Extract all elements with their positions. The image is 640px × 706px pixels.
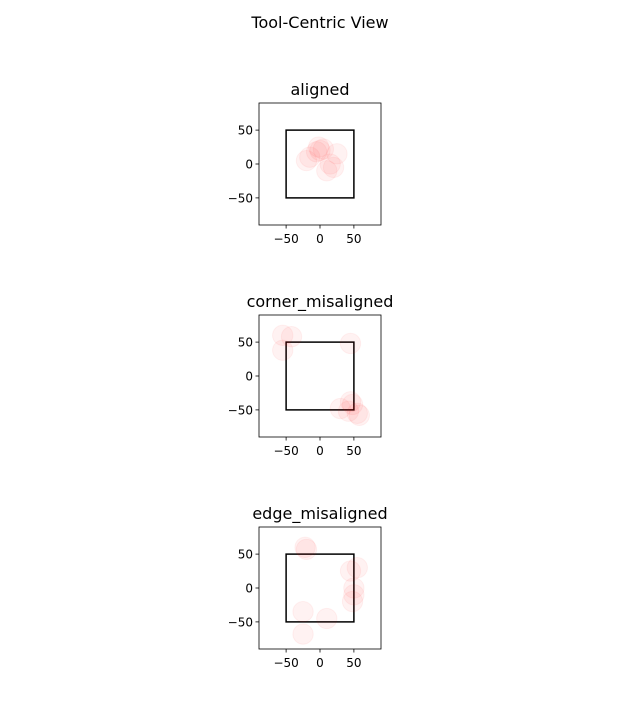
y-tick-label: 0 (245, 158, 253, 172)
y-tick-label: 0 (245, 370, 253, 384)
subplot-corner_misaligned: corner_misaligned −50 0 50 −50 0 50 (228, 292, 394, 458)
y-tick-label: −50 (228, 191, 253, 205)
y-tick-label: 0 (245, 582, 253, 596)
subplot-title: corner_misaligned (247, 292, 394, 312)
data-point-circle (316, 607, 338, 630)
data-point-circle (292, 623, 314, 645)
data-point-circle (341, 590, 364, 613)
data-point-circle (292, 601, 314, 623)
reference-square (285, 341, 355, 411)
data-point-circle (319, 153, 341, 175)
data-point-circle (337, 400, 360, 422)
subplots: aligned −50 0 50 −50 0 50 corner_misaligned −50 0… (228, 80, 394, 670)
data-point-circle (339, 332, 362, 355)
data-point-circle (339, 391, 362, 413)
subplot-title: aligned (291, 80, 350, 99)
y-tick-label: 50 (238, 124, 253, 138)
plot-area (272, 324, 370, 426)
data-point-circle (272, 324, 294, 347)
data-point-circle (316, 160, 338, 182)
x-tick-label: 50 (346, 232, 361, 246)
y-tick-label: −50 (228, 403, 253, 417)
data-point-circle (312, 138, 335, 160)
data-point-circle (294, 536, 316, 558)
x-tick-label: 0 (316, 444, 324, 458)
data-point-circle (322, 156, 345, 179)
plot-area (285, 129, 355, 199)
x-tick-label: −50 (273, 444, 298, 458)
x-tick-label: −50 (273, 232, 298, 246)
figure-suptitle: Tool-Centric View (250, 13, 388, 32)
data-point-circle (341, 393, 364, 416)
data-point-circle (309, 139, 331, 162)
data-point-circle (339, 560, 362, 582)
x-tick-label: 50 (346, 444, 361, 458)
reference-square (285, 553, 355, 623)
data-point-circle (295, 538, 318, 561)
y-tick-label: 50 (238, 336, 253, 350)
data-point-circle (343, 577, 365, 599)
data-point-circle (346, 402, 368, 424)
data-point-circle (299, 146, 321, 168)
data-point-circle (343, 584, 365, 606)
y-tick-label: 50 (238, 548, 253, 562)
y-tick-label: −50 (228, 615, 253, 629)
subplot-title: edge_misaligned (252, 504, 387, 524)
data-point-circle (305, 141, 328, 163)
data-point-circle (348, 404, 370, 426)
data-point-circle (329, 397, 352, 420)
x-tick-label: 50 (346, 656, 361, 670)
data-point-circle (307, 136, 330, 158)
x-tick-label: −50 (273, 656, 298, 670)
x-tick-label: 0 (316, 232, 324, 246)
reference-square (285, 129, 355, 199)
data-point-circle (326, 143, 348, 165)
subplot-aligned: aligned −50 0 50 −50 0 50 (228, 80, 382, 246)
data-point-circle (346, 557, 368, 579)
plot-area (285, 536, 368, 645)
subplot-edge_misaligned: edge_misaligned −50 0 50 −50 0 50 (228, 504, 388, 670)
x-tick-label: 0 (316, 656, 324, 670)
data-point-circle (272, 339, 294, 361)
data-point-circle (280, 326, 303, 348)
data-point-circle (295, 149, 318, 172)
